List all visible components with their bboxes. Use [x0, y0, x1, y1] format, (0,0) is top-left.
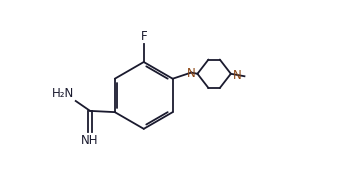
Text: N: N	[187, 67, 195, 80]
Text: N: N	[233, 68, 242, 81]
Text: NH: NH	[81, 134, 99, 147]
Text: H₂N: H₂N	[52, 87, 74, 100]
Text: F: F	[141, 30, 147, 43]
